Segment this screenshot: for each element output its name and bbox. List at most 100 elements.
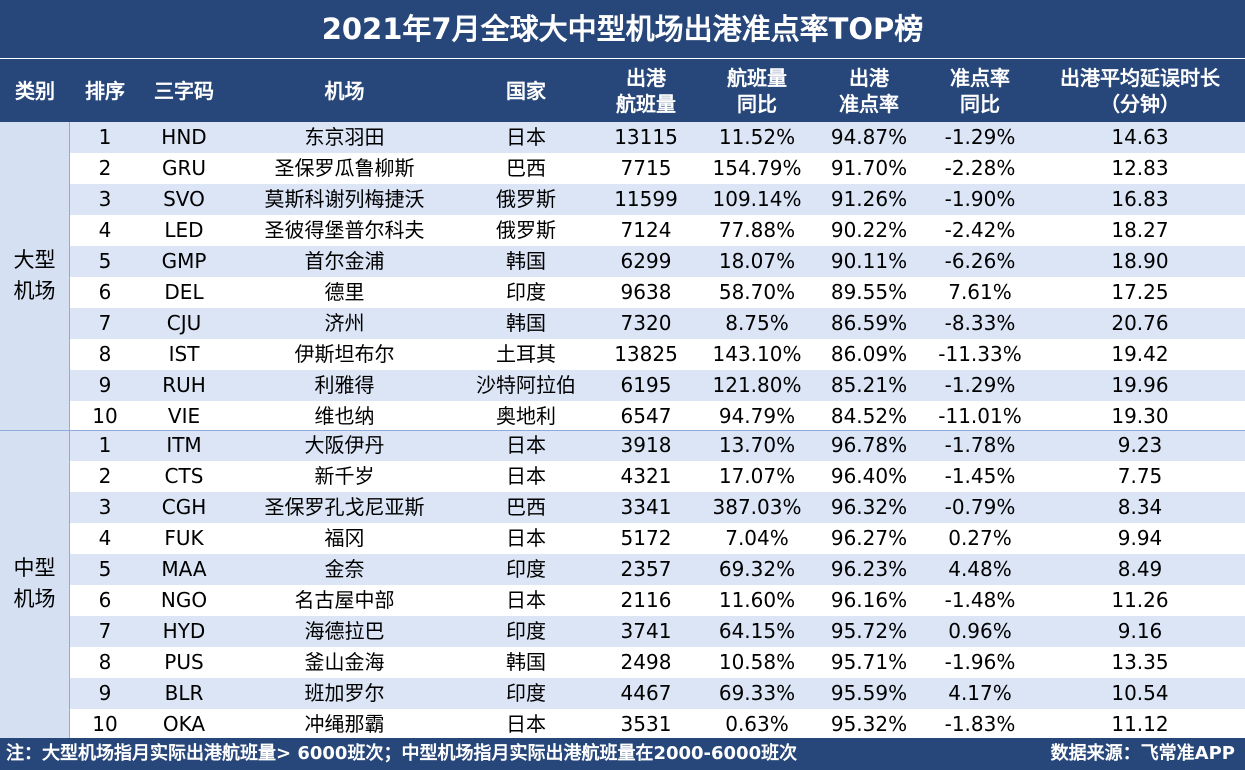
delay-cell: 17.25 — [1111, 280, 1169, 304]
rank-cell: 5 — [98, 249, 112, 273]
header-country: 国家 — [506, 78, 546, 103]
ontime-yoy-cell: -1.29% — [944, 373, 1016, 397]
flights-cell: 4467 — [620, 681, 672, 705]
rank-cell: 2 — [98, 464, 112, 488]
code-cell: CTS — [164, 464, 204, 488]
flights-yoy-cell: 121.80% — [712, 373, 802, 397]
ontime-cell: 95.32% — [830, 712, 908, 736]
ontime-cell: 96.78% — [830, 433, 908, 457]
table-row: 8 PUS 釜山金海 韩国 2498 10.58% 95.71% -1.96% 13.35 — [70, 647, 1245, 678]
ontime-yoy-cell: -2.42% — [944, 218, 1016, 242]
rank-cell: 10 — [92, 712, 118, 736]
ontime-cell: 85.21% — [830, 373, 908, 397]
ontime-yoy-cell: -1.83% — [944, 712, 1016, 736]
delay-cell: 12.83 — [1111, 156, 1169, 180]
delay-cell: 18.90 — [1111, 249, 1169, 273]
country-cell: 日本 — [506, 588, 546, 612]
airport-cell: 大阪伊丹 — [304, 433, 385, 457]
table-row: 9 RUH 利雅得 沙特阿拉伯 6195 121.80% 85.21% -1.29% 19.96 — [70, 370, 1245, 401]
airport-cell: 东京羽田 — [304, 125, 385, 149]
data-source: 数据来源：飞常准APP — [1050, 743, 1235, 764]
code-cell: HND — [161, 125, 207, 149]
flights-cell: 3341 — [620, 495, 672, 519]
flights-yoy-cell: 10.58% — [718, 650, 796, 674]
country-cell: 印度 — [506, 681, 546, 705]
table-row: 7 HYD 海德拉巴 印度 3741 64.15% 95.72% 0.96% 9.16 — [70, 616, 1245, 647]
ontime-cell: 96.32% — [830, 495, 908, 519]
delay-cell: 16.83 — [1111, 187, 1169, 211]
header-flights-yoy: 航班量 同比 — [727, 65, 787, 116]
table-header: 类别 排序 三字码 机场 国家 出港 航班量 航班量 同比 出港 准点率 准点率 同比 出港平均延… — [0, 59, 1245, 122]
ontime-cell: 96.40% — [830, 464, 908, 488]
ontime-yoy-cell: 0.27% — [948, 526, 1012, 550]
ontime-yoy-cell: -1.45% — [944, 464, 1016, 488]
delay-cell: 19.30 — [1111, 404, 1169, 428]
code-cell: VIE — [167, 404, 201, 428]
rank-cell: 2 — [98, 156, 112, 180]
flights-cell: 13825 — [614, 342, 678, 366]
delay-cell: 8.49 — [1117, 557, 1163, 581]
ontime-yoy-cell: -6.26% — [944, 249, 1016, 273]
flights-yoy-cell: 8.75% — [725, 311, 789, 335]
rank-cell: 4 — [98, 526, 112, 550]
country-cell: 日本 — [506, 712, 546, 736]
country-cell: 俄罗斯 — [496, 218, 556, 242]
flights-yoy-cell: 154.79% — [712, 156, 802, 180]
flights-cell: 4321 — [620, 464, 672, 488]
country-cell: 日本 — [506, 526, 546, 550]
flights-cell: 3741 — [620, 619, 672, 643]
ontime-cell: 95.72% — [830, 619, 908, 643]
footer: 注：大型机场指月实际出港航班量> 6000班次；中型机场指月实际出港航班量在20… — [0, 738, 1245, 770]
airport-cell: 济州 — [324, 311, 365, 335]
country-cell: 巴西 — [506, 156, 546, 180]
code-cell: PUS — [164, 650, 204, 674]
category-cell: 大型 机场 — [0, 122, 70, 430]
table-row: 9 BLR 班加罗尔 印度 4467 69.33% 95.59% 4.17% 10.54 — [70, 678, 1245, 709]
flights-yoy-cell: 77.88% — [718, 218, 796, 242]
table-row: 6 NGO 名古屋中部 日本 2116 11.60% 96.16% -1.48% 11.26 — [70, 585, 1245, 616]
header-airport: 机场 — [324, 78, 365, 103]
country-cell: 印度 — [506, 280, 546, 304]
flights-cell: 3918 — [620, 433, 672, 457]
code-cell: NGO — [160, 588, 208, 612]
rank-cell: 6 — [98, 588, 112, 612]
ontime-cell: 96.27% — [830, 526, 908, 550]
flights-yoy-cell: 94.79% — [718, 404, 796, 428]
rank-cell: 5 — [98, 557, 112, 581]
flights-yoy-cell: 13.70% — [718, 433, 796, 457]
delay-cell: 11.12 — [1111, 712, 1169, 736]
flights-cell: 7320 — [620, 311, 672, 335]
country-cell: 日本 — [506, 433, 546, 457]
delay-cell: 10.54 — [1111, 681, 1169, 705]
code-cell: ITM — [166, 433, 202, 457]
flights-cell: 2498 — [620, 650, 672, 674]
rank-cell: 8 — [98, 342, 112, 366]
chart-title: 2021年7月全球大中型机场出港准点率TOP榜 — [0, 0, 1245, 59]
delay-cell: 11.26 — [1111, 588, 1169, 612]
ontime-cell: 96.16% — [830, 588, 908, 612]
group-divider — [0, 430, 1245, 431]
ontime-cell: 86.09% — [830, 342, 908, 366]
ontime-yoy-cell: -2.28% — [944, 156, 1016, 180]
header-ontime-yoy: 准点率 同比 — [950, 65, 1010, 116]
rank-cell: 10 — [92, 404, 118, 428]
table-row: 2 GRU 圣保罗瓜鲁柳斯 巴西 7715 154.79% 91.70% -2.28% 12.8… — [70, 153, 1245, 184]
ontime-yoy-cell: 4.17% — [948, 681, 1012, 705]
table-row: 1 ITM 大阪伊丹 日本 3918 13.70% 96.78% -1.78% 9.23 — [70, 430, 1245, 461]
rank-cell: 3 — [98, 495, 112, 519]
flights-yoy-cell: 18.07% — [718, 249, 796, 273]
ontime-cell: 95.59% — [830, 681, 908, 705]
header-code: 三字码 — [154, 78, 214, 103]
country-cell: 印度 — [506, 619, 546, 643]
flights-yoy-cell: 69.32% — [718, 557, 796, 581]
flights-cell: 9638 — [620, 280, 672, 304]
ontime-yoy-cell: -1.29% — [944, 125, 1016, 149]
rank-cell: 6 — [98, 280, 112, 304]
ontime-cell: 94.87% — [830, 125, 908, 149]
ontime-yoy-cell: -0.79% — [944, 495, 1016, 519]
table-row: 2 CTS 新千岁 日本 4321 17.07% 96.40% -1.45% 7.75 — [70, 461, 1245, 492]
table-row: 3 SVO 莫斯科谢列梅捷沃 俄罗斯 11599 109.14% 91.26% -1.90% 1… — [70, 184, 1245, 215]
country-cell: 沙特阿拉伯 — [476, 373, 576, 397]
code-cell: OKA — [162, 712, 206, 736]
